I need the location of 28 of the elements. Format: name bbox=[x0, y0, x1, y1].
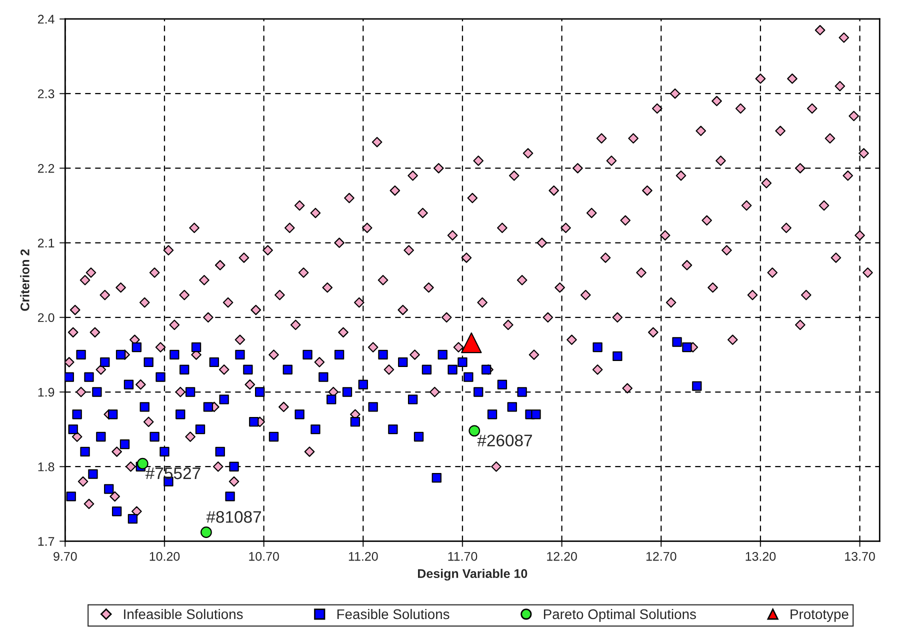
x-tick-label: 12.20 bbox=[547, 552, 577, 561]
y-tick-label: 2.3 bbox=[38, 89, 54, 98]
y-tick-label: 2.1 bbox=[38, 238, 54, 248]
x-tick-label: 10.20 bbox=[150, 552, 180, 561]
x-tick-label: 11.70 bbox=[448, 552, 478, 561]
y-tick-label: 2.0 bbox=[38, 313, 54, 322]
x-tick-label: 13.70 bbox=[845, 552, 875, 561]
x-axis-title: Design Variable 10 bbox=[418, 568, 528, 581]
x-tick-label: 11.20 bbox=[348, 552, 378, 561]
legend-label: Pareto Optimal Solutions bbox=[544, 608, 696, 622]
x-tick-label: 9.70 bbox=[54, 552, 77, 561]
x-tick-label: 10.70 bbox=[249, 552, 279, 561]
annotation: #75527 bbox=[145, 467, 200, 480]
y-axis-title: Criterion 2 bbox=[20, 249, 30, 311]
x-tick-label: 13.20 bbox=[746, 552, 776, 561]
annotation: #81087 bbox=[206, 511, 261, 523]
x-tick-label: 12.70 bbox=[646, 552, 676, 561]
legend-label: Prototype bbox=[790, 609, 848, 622]
point bbox=[461, 332, 482, 354]
y-tick-label: 2.4 bbox=[38, 14, 54, 24]
y-tick-label: 1.9 bbox=[38, 388, 54, 397]
y-tick-label: 1.7 bbox=[38, 537, 54, 546]
y-tick-label: 1.8 bbox=[38, 462, 54, 472]
annotation: #26087 bbox=[477, 434, 532, 446]
y-tick-label: 2.2 bbox=[38, 164, 54, 173]
legend-label: Infeasible Solutions bbox=[124, 608, 243, 620]
legend-label: Feasible Solutions bbox=[337, 608, 450, 620]
point bbox=[200, 526, 212, 538]
